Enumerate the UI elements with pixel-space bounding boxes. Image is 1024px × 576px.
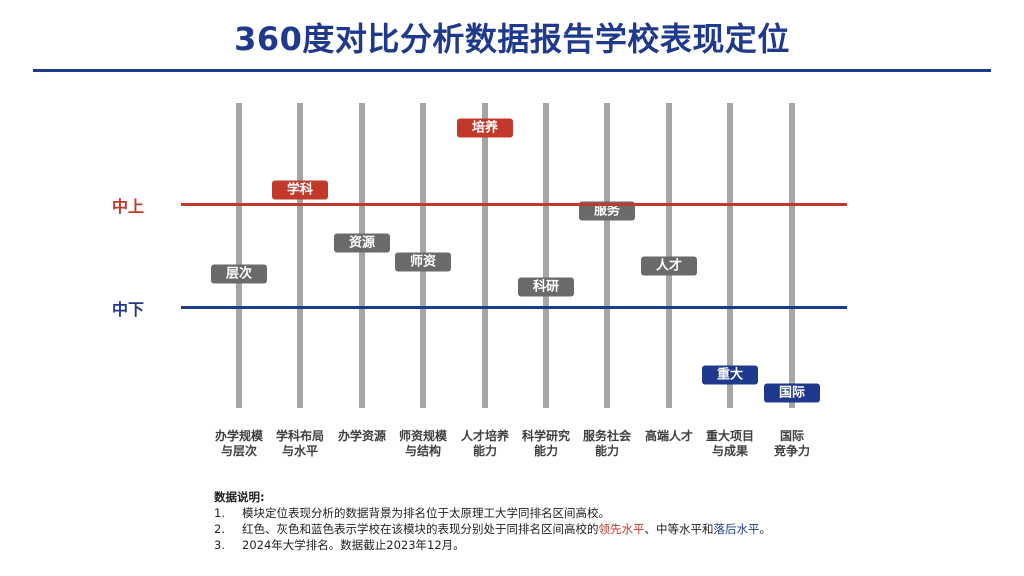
module-tag: 层次 — [211, 264, 267, 284]
module-label-line: 能力 — [533, 444, 558, 458]
module-label-line: 与结构 — [404, 444, 441, 458]
module-label-line: 与成果 — [711, 444, 748, 458]
module-label-line: 服务社会 — [582, 429, 631, 443]
column-line — [666, 103, 672, 408]
module-label-line: 能力 — [594, 444, 619, 458]
module-label-line: 竞争力 — [773, 444, 810, 458]
upper-level-line — [181, 203, 847, 206]
note-text-end: 。 — [759, 522, 772, 536]
module-label: 办学规模 与层次 — [199, 429, 279, 459]
module-label: 科学研究 能力 — [506, 429, 586, 459]
module-label-line: 与层次 — [220, 444, 257, 458]
module-tag: 资源 — [334, 233, 390, 253]
note-item-1: 1. 模块定位表现分析的数据背景为排名位于太原理工大学同排名区间高校。 — [214, 505, 771, 521]
module-label-line: 与水平 — [281, 444, 318, 458]
lower-level-line — [181, 306, 847, 309]
module-label-line: 高端人才 — [644, 429, 693, 443]
module-tag: 国际 — [764, 383, 820, 403]
note-item-2: 2. 红色、灰色和蓝色表示学校在该模块的表现分别处于同排名区间高校的领先水平、中等… — [214, 521, 771, 537]
module-label: 重大项目 与成果 — [690, 429, 770, 459]
note-text: 红色、灰色和蓝色表示学校在该模块的表现分别处于同排名区间高校的 — [242, 522, 599, 536]
note-number: 3. — [214, 538, 225, 552]
module-label-line: 学科布局 — [275, 429, 324, 443]
note-text: 模块定位表现分析的数据背景为排名位于太原理工大学同排名区间高校。 — [242, 506, 610, 520]
note-number: 2. — [214, 522, 225, 536]
module-tag: 学科 — [272, 180, 328, 200]
note-lagging-level: 落后水平 — [713, 522, 760, 536]
module-label: 国际 竞争力 — [752, 429, 832, 459]
module-tag: 科研 — [518, 277, 574, 297]
module-tag: 师资 — [395, 252, 451, 272]
notes-heading: 数据说明: — [214, 490, 265, 504]
column-line — [482, 103, 488, 408]
module-label: 人才培养 能力 — [445, 429, 525, 459]
column-line — [604, 103, 610, 408]
title-divider — [33, 69, 991, 72]
note-number: 1. — [214, 506, 225, 520]
module-label-line: 国际 — [779, 429, 804, 443]
module-label-line: 人才培养 — [460, 429, 509, 443]
module-label-line: 能力 — [472, 444, 497, 458]
module-tag: 服务 — [579, 201, 635, 221]
module-label: 服务社会 能力 — [567, 429, 647, 459]
module-label-line: 办学规模 — [214, 429, 263, 443]
module-label-line: 科学研究 — [521, 429, 570, 443]
column-line — [297, 103, 303, 408]
module-label: 办学资源 — [322, 429, 402, 444]
page-title: 360度对比分析数据报告学校表现定位 — [234, 20, 790, 58]
note-text: 2024年大学排名。数据截止2023年12月。 — [242, 538, 465, 552]
module-label-line: 办学资源 — [337, 429, 386, 443]
module-tag: 人才 — [641, 256, 697, 276]
module-label: 高端人才 — [629, 429, 709, 444]
column-line — [543, 103, 549, 408]
upper-level-label: 中上 — [112, 197, 145, 216]
column-line — [727, 103, 733, 408]
module-label-line: 重大项目 — [705, 429, 754, 443]
module-label-line: 师资规模 — [398, 429, 447, 443]
column-line — [236, 103, 242, 408]
module-tag: 培养 — [457, 118, 513, 138]
note-item-3: 3. 2024年大学排名。数据截止2023年12月。 — [214, 537, 771, 553]
module-label: 学科布局 与水平 — [260, 429, 340, 459]
module-label: 师资规模 与结构 — [383, 429, 463, 459]
module-tag: 重大 — [702, 365, 758, 385]
column-line — [359, 103, 365, 408]
data-notes: 数据说明: 1. 模块定位表现分析的数据背景为排名位于太原理工大学同排名区间高校。… — [214, 489, 771, 553]
column-line — [789, 103, 795, 408]
note-text-mid: 、中等水平和 — [644, 522, 714, 536]
note-leading-level: 领先水平 — [598, 522, 645, 536]
lower-level-label: 中下 — [112, 300, 145, 319]
